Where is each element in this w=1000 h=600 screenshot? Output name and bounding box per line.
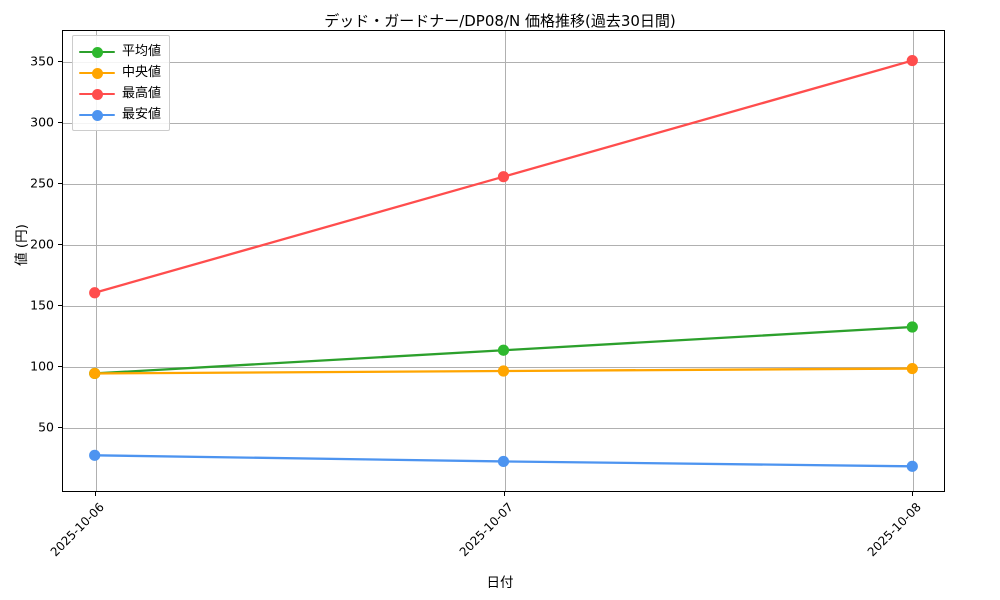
gridline-horizontal	[63, 122, 944, 124]
legend-swatch-icon	[79, 66, 115, 80]
legend-label: 最高値	[122, 86, 162, 101]
chart-legend: 平均値中央値最高値最安値	[72, 35, 171, 131]
legend-item-最高値[interactable]: 最高値	[79, 83, 161, 104]
y-tick-label: 350	[30, 53, 54, 69]
gridline-vertical	[913, 31, 915, 491]
y-axis-title: 値 (円)	[14, 224, 30, 266]
x-tick-mark	[503, 492, 505, 496]
y-tick-label: 100	[30, 358, 54, 374]
legend-swatch-icon	[79, 108, 115, 122]
legend-label: 中央値	[122, 65, 162, 80]
gridline-horizontal	[63, 61, 944, 63]
plot-area	[62, 30, 945, 492]
y-tick-label: 200	[30, 236, 54, 252]
gridline-horizontal	[63, 428, 944, 430]
y-tick-mark	[58, 305, 62, 306]
y-tick-mark	[58, 243, 62, 245]
y-tick-mark	[58, 182, 62, 184]
legend-swatch-icon	[79, 45, 115, 59]
x-axis-title: 日付	[486, 575, 514, 591]
chart-title: デッド・ガードナー/DP08/N 価格推移(過去30日間)	[324, 12, 676, 30]
y-tick-mark	[58, 60, 62, 62]
y-tick-label: 300	[30, 114, 54, 130]
legend-label: 平均値	[122, 44, 162, 59]
y-axis-tick-labels: 50 100 150 200 250 300 350	[0, 0, 62, 600]
x-tick-mark	[912, 492, 914, 496]
gridline-horizontal	[63, 306, 944, 307]
y-tick-label: 250	[30, 175, 54, 191]
legend-label: 最安値	[122, 107, 162, 122]
gridline-vertical	[504, 31, 506, 491]
legend-swatch-icon	[79, 87, 115, 101]
legend-item-平均値[interactable]: 平均値	[79, 41, 161, 62]
x-tick-mark	[94, 492, 96, 496]
x-tick-label: 2025-10-07	[456, 500, 516, 560]
gridline-horizontal	[63, 244, 944, 246]
y-tick-mark	[58, 121, 62, 123]
y-tick-mark	[58, 366, 62, 368]
y-tick-label: 150	[30, 297, 54, 313]
legend-item-最安値[interactable]: 最安値	[79, 104, 161, 125]
gridline-horizontal	[63, 367, 944, 369]
y-tick-mark	[58, 427, 62, 429]
gridline-horizontal	[63, 183, 944, 185]
y-tick-label: 50	[38, 419, 54, 435]
x-tick-label: 2025-10-08	[864, 500, 925, 560]
legend-item-中央値[interactable]: 中央値	[79, 62, 161, 83]
